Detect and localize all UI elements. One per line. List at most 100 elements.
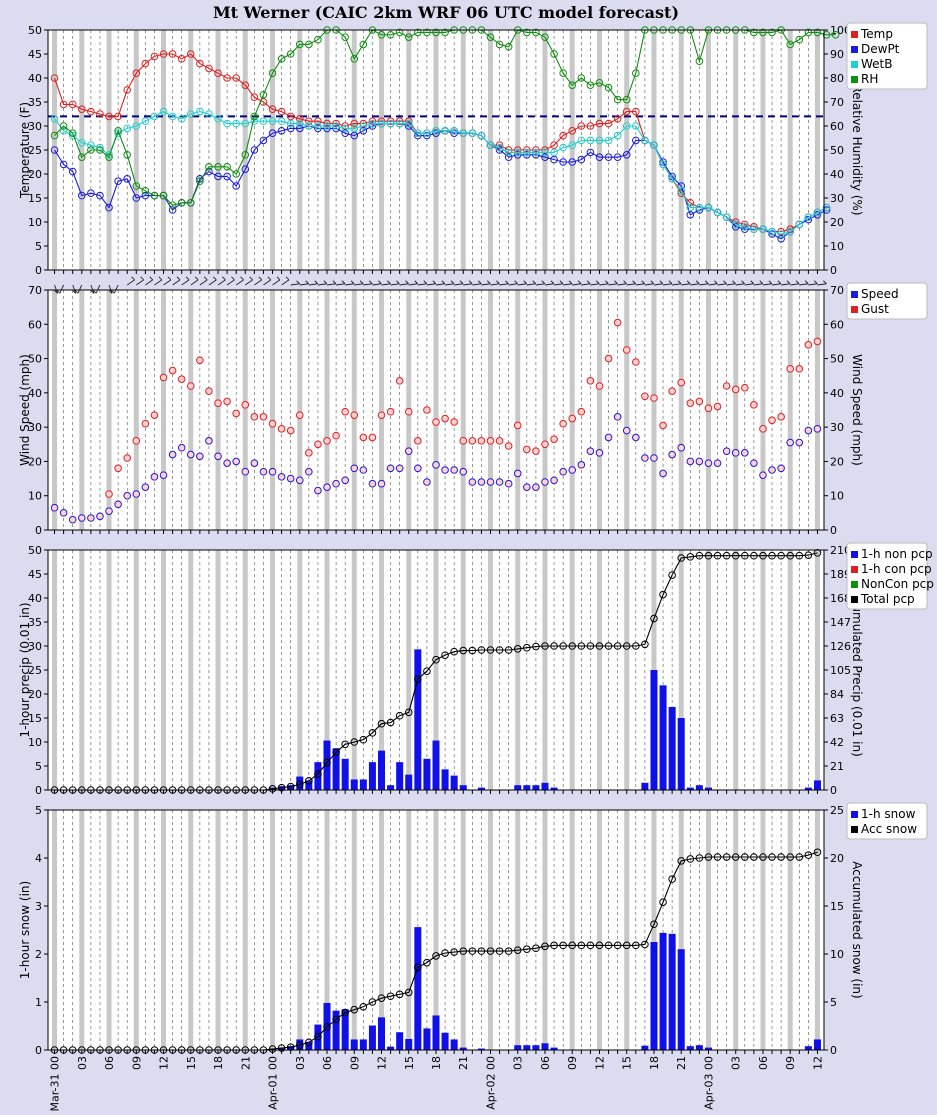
precip-legend-label: Total pcp — [860, 592, 915, 606]
temp-point-temp — [305, 117, 313, 125]
x-tick-label: 12 — [158, 1056, 171, 1070]
wind-point-speed — [459, 467, 468, 476]
wind-point-speed — [377, 479, 386, 488]
temp-point-rh — [622, 95, 631, 104]
snow-point-acc-snow — [650, 920, 658, 929]
temp-point-wetb — [495, 143, 504, 152]
precip-point-total-pcp — [314, 770, 322, 778]
wind-point-gust — [568, 414, 577, 423]
precip-ytick-label: 50 — [28, 544, 42, 557]
precip-ytick-label: 30 — [28, 640, 42, 653]
temp-point-dewpt — [622, 151, 631, 159]
precip-point-total-pcp — [332, 748, 340, 757]
temp-point-rh — [786, 40, 795, 49]
wind-point-speed — [59, 509, 68, 517]
temp-point-wetb — [731, 220, 740, 229]
wind-point-speed — [577, 461, 586, 469]
wind-point-gust — [795, 365, 804, 373]
temp-ytick-right-label: 40 — [830, 168, 844, 181]
precip-ytick-right-label: 0 — [830, 784, 837, 797]
wind-ytick-right-label: 10 — [830, 490, 844, 503]
snow-point-acc-snow — [323, 1023, 331, 1031]
wind-frame — [47, 289, 825, 531]
wind-barb-feather — [632, 280, 636, 285]
temp-point-wetb — [622, 122, 631, 130]
wind-point-speed — [423, 478, 431, 486]
temp-point-temp — [196, 59, 204, 68]
wind-barb — [199, 279, 208, 286]
wind-barb-feather — [249, 276, 253, 281]
wind-barb-feather — [505, 280, 509, 285]
wind-ytick-right-label: 40 — [830, 387, 844, 400]
temp-point-temp — [168, 50, 177, 58]
wind-point-speed — [641, 454, 649, 462]
temp-point-temp — [495, 141, 504, 149]
wind-point-speed — [568, 466, 577, 474]
temp-point-wetb — [613, 131, 622, 140]
temp-point-temp — [268, 105, 277, 113]
wind-barb-feather — [714, 280, 718, 285]
wind-barb-feather — [477, 280, 482, 285]
precip-point-total-pcp — [495, 646, 504, 654]
wind-barb-feather — [641, 280, 646, 285]
wind-barb — [699, 283, 709, 286]
wind-point-speed — [123, 491, 131, 500]
wind-barb — [753, 283, 763, 286]
precip-point-total-pcp — [504, 646, 513, 654]
wind-point-gust — [713, 402, 722, 411]
temp-ytick-right-label: 60 — [830, 120, 844, 133]
temp-point-wetb — [577, 136, 586, 145]
temp-point-rh — [386, 31, 395, 39]
wind-barb-feather — [387, 280, 391, 285]
wind-barb — [662, 283, 673, 286]
temp-point-temp — [377, 117, 386, 125]
temp-legend-swatch — [851, 76, 858, 83]
temp-point-wetb — [332, 122, 340, 130]
wind-point-speed — [632, 433, 640, 442]
temp-ytick-label: 5 — [35, 240, 42, 253]
precip-point-total-pcp — [359, 735, 368, 744]
temp-point-rh — [277, 55, 286, 63]
wind-barb-feather — [231, 276, 235, 281]
wind-barb-feather — [378, 280, 382, 285]
temp-ytick-label: 20 — [28, 168, 42, 181]
wind-barb-feather — [405, 280, 409, 285]
wind-barb — [363, 283, 373, 286]
precip-legend-label: 1-h non pcp — [861, 547, 933, 561]
wind-barb-feather — [423, 280, 428, 285]
precip-bar-1-h-non-pcp — [450, 775, 458, 790]
wind-point-gust — [731, 385, 740, 394]
temp-point-wetb — [395, 119, 404, 128]
temp-point-dewpt — [741, 225, 749, 233]
wind-ytick-right-label: 70 — [830, 284, 844, 297]
wind-point-speed — [214, 452, 222, 461]
snow-bar-1-h-snow — [414, 927, 422, 1050]
wind-point-speed — [695, 457, 704, 466]
wind-point-speed — [759, 471, 767, 479]
wind-point-speed — [232, 457, 240, 466]
wind-barb — [681, 283, 691, 286]
precip-point-total-pcp — [486, 646, 495, 654]
temp-point-wetb — [677, 187, 686, 195]
wind-point-gust — [141, 419, 150, 428]
wind-point-gust — [477, 437, 486, 445]
temp-point-temp — [395, 117, 404, 125]
wind-barb — [544, 283, 554, 286]
precip-ytick-right-label: 126 — [830, 640, 851, 653]
wind-barb — [590, 283, 600, 286]
temp-point-rh — [577, 74, 586, 82]
wind-barb — [90, 284, 95, 294]
x-tick-label: Apr-01 00 — [267, 1056, 280, 1110]
snow-point-acc-snow — [704, 853, 713, 861]
wind-barb-feather — [176, 276, 181, 281]
temp-point-temp — [314, 117, 322, 125]
wind-point-speed — [595, 449, 604, 457]
snow-point-acc-snow — [722, 853, 731, 861]
temp-point-wetb — [604, 136, 613, 145]
temp-point-dewpt — [532, 151, 540, 159]
wind-barb — [799, 283, 809, 286]
temp-ytick-label: 25 — [28, 144, 42, 157]
temp-point-wetb — [286, 119, 295, 128]
temp-point-temp — [214, 69, 222, 77]
temp-legend-label: WetB — [861, 57, 892, 71]
